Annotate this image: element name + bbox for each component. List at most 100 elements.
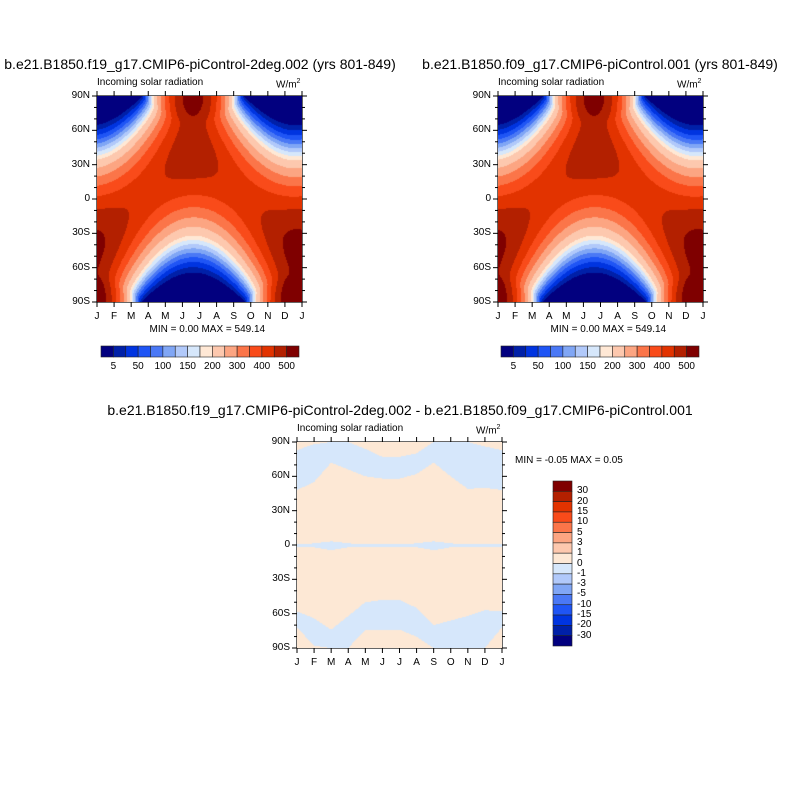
colorbar-label: 3 [577, 536, 583, 548]
colorbar-label: -3 [577, 578, 586, 590]
plot3-title: b.e21.B1850.f19_g17.CMIP6-piControl-2deg… [107, 402, 693, 418]
y-tick-label: 90S [72, 296, 90, 307]
colorbar-box [236, 345, 250, 358]
units-label: W/m2 [276, 78, 301, 91]
colorbar-label: 30 [577, 485, 589, 497]
colorbar-label: 150 [179, 361, 196, 372]
x-tick-label: J [495, 311, 501, 322]
colorbar-box [500, 345, 514, 358]
x-tick-label: J [499, 657, 505, 668]
colorbar-box [552, 583, 573, 595]
colorbar-label: -5 [577, 588, 586, 600]
colorbar-label: 10 [577, 516, 589, 528]
colorbar-box [552, 511, 573, 523]
y-tick-label: 60S [72, 261, 90, 273]
x-tick-label: J [580, 311, 586, 322]
colorbar-box [174, 345, 188, 358]
y-tick-label: 30N [271, 504, 290, 516]
colorbar-label: 500 [278, 361, 295, 372]
colorbar-label: 5 [110, 361, 117, 372]
x-tick-label: S [631, 311, 638, 322]
x-tick-label: S [430, 657, 437, 668]
colorbar-label: -20 [577, 619, 592, 631]
min-max-stats: MIN = 0.00 MAX = 549.14 [149, 324, 266, 335]
x-tick-label: N [464, 657, 472, 668]
colorbar-box [599, 345, 613, 358]
colorbar-label: 15 [577, 505, 589, 517]
x-tick-label: J [379, 657, 385, 668]
colorbar-box [273, 345, 287, 358]
x-tick-label: J [197, 311, 202, 322]
colorbar-box [552, 604, 573, 616]
contour-field-plot1 [97, 96, 302, 302]
colorbar-label: 300 [228, 361, 246, 372]
colorbar-box [286, 345, 300, 358]
x-tick-label: J [700, 311, 706, 322]
units-label: W/m2 [677, 78, 702, 91]
x-tick-label: J [179, 311, 185, 322]
colorbar-box [636, 345, 650, 358]
x-tick-label: F [512, 311, 519, 322]
x-tick-label: A [344, 657, 352, 668]
colorbar-box [552, 635, 573, 647]
x-tick-label: M [562, 311, 571, 322]
colorbar-box [624, 345, 638, 358]
colorbar-label: 5 [577, 526, 583, 538]
x-tick-label: J [598, 311, 603, 322]
x-tick-label: M [126, 311, 136, 322]
x-tick-label: J [397, 657, 402, 668]
colorbar-box [673, 345, 687, 358]
colorbar-label: 5 [510, 361, 517, 372]
colorbar-box [552, 552, 573, 564]
colorbar-box [249, 345, 263, 358]
y-tick-label: 90N [472, 90, 491, 101]
colorbar-label: 50 [132, 361, 144, 372]
x-tick-label: M [161, 311, 170, 322]
colorbar-label: 200 [604, 361, 621, 372]
colorbar-box [212, 345, 226, 358]
y-tick-label: 60N [472, 124, 491, 136]
colorbar-label: 100 [154, 361, 172, 372]
colorbar-box [552, 542, 573, 554]
contour-field-plot3 [297, 442, 502, 648]
x-tick-label: M [361, 657, 370, 668]
plot-subtitle: Incoming solar radiation [297, 423, 404, 434]
colorbar-label: 0 [577, 557, 583, 569]
colorbar-box [552, 532, 573, 544]
colorbar-box [162, 345, 176, 358]
x-tick-label: F [111, 311, 118, 322]
colorbar-box [587, 345, 601, 358]
colorbar-box [137, 345, 151, 358]
x-tick-label: N [665, 311, 673, 322]
y-tick-label: 30N [472, 158, 491, 170]
y-tick-label: 60S [473, 261, 491, 273]
x-tick-label: A [213, 311, 220, 322]
x-tick-label: J [299, 311, 305, 322]
x-tick-label: A [614, 311, 621, 322]
x-tick-label: D [481, 657, 489, 668]
colorbar-box [661, 345, 675, 358]
colorbar-label: 200 [204, 361, 221, 372]
colorbar-label: 400 [253, 361, 271, 372]
y-tick-label: 90S [473, 296, 491, 307]
colorbar-box [150, 345, 164, 358]
min-max-stats: MIN = 0.00 MAX = 549.14 [550, 324, 667, 335]
y-tick-label: 60N [71, 124, 90, 136]
x-tick-label: S [230, 311, 237, 322]
colorbar-box [562, 345, 576, 358]
plot2-title: b.e21.B1850.f09_g17.CMIP6-piControl.001 … [422, 56, 778, 72]
colorbar-box [552, 480, 573, 492]
x-tick-label: A [144, 311, 152, 322]
x-tick-label: M [326, 657, 336, 668]
colorbar-label: 1 [577, 547, 583, 559]
y-tick-label: 0 [284, 539, 290, 550]
colorbar-box [261, 345, 275, 358]
colorbar-box [574, 345, 588, 358]
colorbar-label: 500 [678, 361, 695, 372]
units-superscript: 2 [697, 78, 702, 85]
colorbar-label: 300 [628, 361, 646, 372]
colorbar-box [537, 345, 551, 358]
colorbar-label: -15 [577, 609, 592, 621]
x-tick-label: D [682, 311, 690, 322]
